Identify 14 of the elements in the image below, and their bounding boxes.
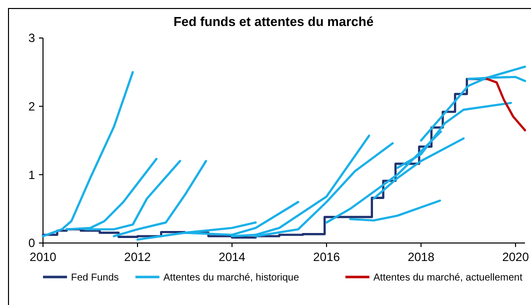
legend-label: Attentes du marché, historique [163, 272, 300, 284]
legend-label: Fed Funds [71, 272, 119, 284]
y-tick-label: 0 [28, 236, 36, 250]
chart-title: Fed funds et attentes du marché [173, 14, 374, 29]
x-tick-label: 2016 [313, 250, 340, 264]
y-tick-label: 1 [28, 168, 36, 182]
x-tick-label: 2010 [30, 250, 57, 264]
x-tick-label: 2012 [124, 250, 152, 264]
x-tick-label: 2018 [408, 250, 435, 264]
x-tick-label: 2020 [502, 250, 530, 264]
legend-label: Attentes du marché, actuellement [373, 272, 523, 284]
x-tick-label: 2014 [218, 250, 246, 264]
y-tick-label: 3 [28, 31, 36, 46]
y-tick-label: 2 [28, 100, 36, 114]
